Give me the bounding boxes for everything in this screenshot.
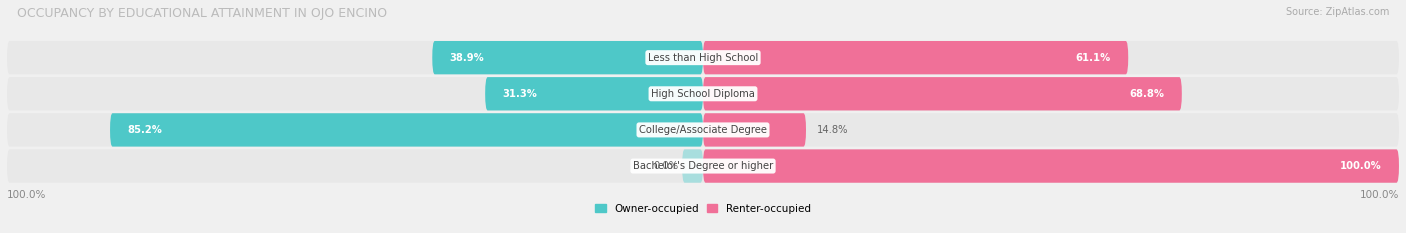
- Text: 100.0%: 100.0%: [7, 190, 46, 200]
- Text: College/Associate Degree: College/Associate Degree: [638, 125, 768, 135]
- Text: 14.8%: 14.8%: [817, 125, 848, 135]
- Text: 85.2%: 85.2%: [128, 125, 162, 135]
- Text: 31.3%: 31.3%: [502, 89, 537, 99]
- Text: 100.0%: 100.0%: [1360, 190, 1399, 200]
- FancyBboxPatch shape: [110, 113, 703, 147]
- Text: 100.0%: 100.0%: [1340, 161, 1382, 171]
- FancyBboxPatch shape: [682, 149, 703, 183]
- Text: 61.1%: 61.1%: [1076, 53, 1111, 63]
- FancyBboxPatch shape: [703, 113, 806, 147]
- FancyBboxPatch shape: [703, 77, 1182, 110]
- FancyBboxPatch shape: [7, 149, 1399, 183]
- Text: OCCUPANCY BY EDUCATIONAL ATTAINMENT IN OJO ENCINO: OCCUPANCY BY EDUCATIONAL ATTAINMENT IN O…: [17, 7, 387, 20]
- FancyBboxPatch shape: [7, 41, 1399, 74]
- Text: High School Diploma: High School Diploma: [651, 89, 755, 99]
- Text: 0.0%: 0.0%: [654, 161, 679, 171]
- FancyBboxPatch shape: [703, 149, 1399, 183]
- Text: Source: ZipAtlas.com: Source: ZipAtlas.com: [1285, 7, 1389, 17]
- Legend: Owner-occupied, Renter-occupied: Owner-occupied, Renter-occupied: [595, 204, 811, 213]
- FancyBboxPatch shape: [7, 77, 1399, 110]
- FancyBboxPatch shape: [7, 113, 1399, 147]
- FancyBboxPatch shape: [703, 41, 1128, 74]
- FancyBboxPatch shape: [485, 77, 703, 110]
- Text: Bachelor's Degree or higher: Bachelor's Degree or higher: [633, 161, 773, 171]
- Text: 38.9%: 38.9%: [450, 53, 485, 63]
- FancyBboxPatch shape: [432, 41, 703, 74]
- Text: Less than High School: Less than High School: [648, 53, 758, 63]
- Text: 68.8%: 68.8%: [1129, 89, 1164, 99]
